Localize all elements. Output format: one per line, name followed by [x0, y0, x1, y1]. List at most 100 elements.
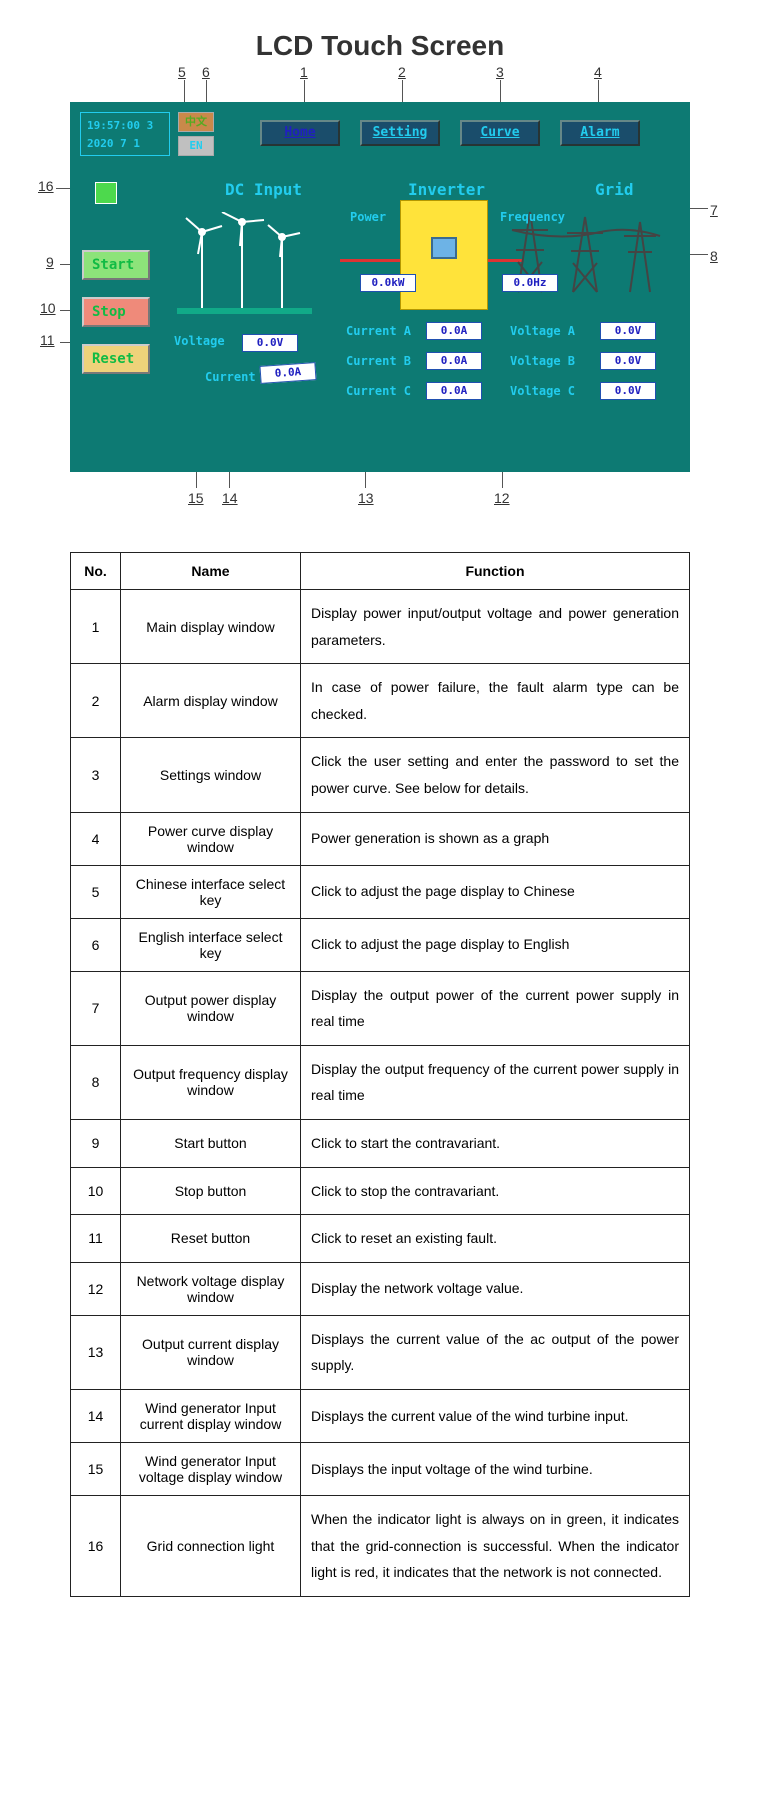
cell-function: Click to adjust the page display to Chin… [301, 865, 690, 918]
table-row: 13Output current display windowDisplays … [71, 1315, 690, 1389]
cell-function: Display the output power of the current … [301, 971, 690, 1045]
output-power-value: 0.0kW [360, 274, 416, 292]
current-b-label: Current B [346, 354, 411, 368]
grid-label: Grid [595, 180, 634, 199]
cell-no: 9 [71, 1119, 121, 1167]
table-row: 2Alarm display windowIn case of power fa… [71, 664, 690, 738]
lang-english-button[interactable]: EN [178, 136, 214, 156]
cell-no: 11 [71, 1215, 121, 1263]
table-row: 4Power curve display windowPower generat… [71, 812, 690, 865]
cell-function: When the indicator light is always on in… [301, 1495, 690, 1596]
cell-function: In case of power failure, the fault alar… [301, 664, 690, 738]
cell-no: 5 [71, 865, 121, 918]
dc-voltage-value: 0.0V [242, 334, 298, 352]
cell-name: Stop button [121, 1167, 301, 1215]
cell-function: Displays the current value of the ac out… [301, 1315, 690, 1389]
start-button[interactable]: Start [82, 250, 150, 280]
cell-function: Click to stop the contravariant. [301, 1167, 690, 1215]
current-b-value: 0.0A [426, 352, 482, 370]
cell-function: Display power input/output voltage and p… [301, 590, 690, 664]
cell-no: 7 [71, 971, 121, 1045]
voltage-a-value: 0.0V [600, 322, 656, 340]
cell-name: Power curve display window [121, 812, 301, 865]
cell-name: Start button [121, 1119, 301, 1167]
dc-voltage-label: Voltage [174, 334, 225, 348]
table-row: 15Wind generator Input voltage display w… [71, 1442, 690, 1495]
frequency-label: Frequency [500, 210, 565, 224]
table-header-row: No. Name Function [71, 553, 690, 590]
inverter-screen-icon [431, 237, 457, 259]
table-row: 8Output frequency display windowDisplay … [71, 1045, 690, 1119]
nav-setting-button[interactable]: Setting [360, 120, 440, 146]
callout-4: 4 [594, 64, 602, 80]
cell-name: English interface select key [121, 918, 301, 971]
cell-no: 13 [71, 1315, 121, 1389]
table-row: 12Network voltage display windowDisplay … [71, 1262, 690, 1315]
callout-13: 13 [358, 490, 374, 506]
function-table: No. Name Function 1Main display windowDi… [70, 552, 690, 1597]
voltage-b-label: Voltage B [510, 354, 575, 368]
voltage-c-value: 0.0V [600, 382, 656, 400]
dc-current-label: Current [205, 370, 256, 384]
callout-5: 5 [178, 64, 186, 80]
col-name: Name [121, 553, 301, 590]
table-row: 6English interface select keyClick to ad… [71, 918, 690, 971]
voltage-c-label: Voltage C [510, 384, 575, 398]
wind-turbines-icon [177, 212, 312, 322]
cell-name: Network voltage display window [121, 1262, 301, 1315]
callout-8: 8 [710, 248, 718, 264]
nav-home-button[interactable]: Home [260, 120, 340, 146]
cell-name: Grid connection light [121, 1495, 301, 1596]
clock-date: 2020 7 1 [87, 135, 163, 153]
cell-no: 1 [71, 590, 121, 664]
callout-11: 11 [40, 332, 55, 348]
voltage-b-value: 0.0V [600, 352, 656, 370]
callout-7: 7 [710, 202, 718, 218]
dc-current-value: 0.0A [259, 362, 316, 384]
callout-16: 16 [38, 178, 54, 194]
cell-name: Alarm display window [121, 664, 301, 738]
lang-chinese-button[interactable]: 中文 [178, 112, 214, 132]
output-frequency-value: 0.0Hz [502, 274, 558, 292]
page-title: LCD Touch Screen [0, 30, 760, 62]
cell-function: Click to start the contravariant. [301, 1119, 690, 1167]
cell-name: Wind generator Input current display win… [121, 1389, 301, 1442]
callout-12: 12 [494, 490, 510, 506]
cell-name: Main display window [121, 590, 301, 664]
cell-no: 15 [71, 1442, 121, 1495]
table-row: 7Output power display windowDisplay the … [71, 971, 690, 1045]
stop-button[interactable]: Stop [82, 297, 150, 327]
cell-no: 16 [71, 1495, 121, 1596]
callout-14: 14 [222, 490, 238, 506]
current-c-label: Current C [346, 384, 411, 398]
cell-name: Chinese interface select key [121, 865, 301, 918]
lcd-screen: 19:57:00 3 2020 7 1 中文 EN Home Setting C… [70, 102, 690, 472]
dc-input-label: DC Input [225, 180, 302, 199]
reset-button[interactable]: Reset [82, 344, 150, 374]
cell-no: 10 [71, 1167, 121, 1215]
col-function: Function [301, 553, 690, 590]
clock-box: 19:57:00 3 2020 7 1 [80, 112, 170, 156]
nav-alarm-button[interactable]: Alarm [560, 120, 640, 146]
cell-no: 8 [71, 1045, 121, 1119]
current-a-label: Current A [346, 324, 411, 338]
callout-3: 3 [496, 64, 504, 80]
cell-name: Wind generator Input voltage display win… [121, 1442, 301, 1495]
cell-name: Output current display window [121, 1315, 301, 1389]
voltage-a-label: Voltage A [510, 324, 575, 338]
callout-2: 2 [398, 64, 406, 80]
cell-function: Click to adjust the page display to Engl… [301, 918, 690, 971]
cell-function: Click to reset an existing fault. [301, 1215, 690, 1263]
cell-name: Reset button [121, 1215, 301, 1263]
current-c-value: 0.0A [426, 382, 482, 400]
power-label: Power [350, 210, 386, 224]
cell-no: 12 [71, 1262, 121, 1315]
cell-name: Settings window [121, 738, 301, 812]
table-row: 10Stop buttonClick to stop the contravar… [71, 1167, 690, 1215]
nav-curve-button[interactable]: Curve [460, 120, 540, 146]
cell-name: Output power display window [121, 971, 301, 1045]
callout-9: 9 [46, 254, 54, 270]
cell-function: Display the network voltage value. [301, 1262, 690, 1315]
cell-function: Display the output frequency of the curr… [301, 1045, 690, 1119]
grid-connection-light [95, 182, 117, 204]
